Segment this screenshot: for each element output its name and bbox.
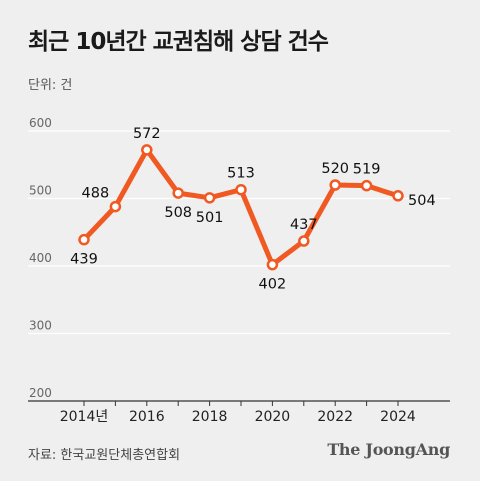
data-labels: 439 488 572 508 501 513 402 437 520 519 504 bbox=[70, 126, 436, 293]
data-label: 520 bbox=[321, 161, 349, 177]
x-axis bbox=[28, 400, 450, 406]
brand-logo: The JoongAng bbox=[327, 440, 450, 459]
data-point bbox=[235, 183, 247, 196]
x-tick-label: 2022 bbox=[317, 409, 353, 425]
data-label: 513 bbox=[227, 166, 255, 182]
data-point bbox=[266, 258, 279, 271]
x-tick-label: 2024 bbox=[380, 409, 416, 425]
data-point bbox=[78, 233, 90, 246]
data-label: 504 bbox=[408, 193, 436, 209]
chart-title: 최근 10년간 교권침해 상담 건수 bbox=[28, 29, 329, 55]
data-point bbox=[203, 192, 216, 204]
data-point bbox=[360, 179, 373, 192]
y-tick-label: 600 bbox=[29, 116, 52, 130]
data-point bbox=[109, 200, 122, 213]
grid-lines bbox=[28, 130, 450, 335]
data-label: 519 bbox=[353, 162, 381, 178]
unit-label: 단위: 건 bbox=[28, 78, 73, 93]
data-point bbox=[141, 144, 153, 156]
x-tick-label: 2020 bbox=[255, 409, 291, 425]
data-label: 402 bbox=[259, 277, 287, 293]
y-tick-label: 400 bbox=[29, 251, 52, 265]
y-tick-labels: 600 500 400 300 200 bbox=[29, 116, 52, 400]
data-label: 501 bbox=[196, 210, 224, 226]
y-tick-label: 300 bbox=[29, 319, 52, 333]
data-point bbox=[172, 187, 184, 199]
x-tick-label: 2014년 bbox=[60, 409, 109, 425]
data-point bbox=[392, 190, 404, 202]
source-note: 자료: 한국교원단체총연합회 bbox=[28, 448, 181, 463]
y-tick-label: 200 bbox=[29, 386, 52, 400]
data-label: 488 bbox=[82, 186, 110, 202]
y-tick-label: 500 bbox=[29, 184, 52, 198]
data-label: 508 bbox=[164, 205, 192, 221]
x-tick-label: 2016 bbox=[129, 409, 165, 425]
data-label: 572 bbox=[133, 126, 161, 142]
data-label: 439 bbox=[70, 252, 98, 268]
data-points bbox=[78, 144, 404, 271]
data-point bbox=[329, 179, 341, 191]
data-point bbox=[298, 235, 310, 247]
data-label: 437 bbox=[290, 217, 318, 233]
x-tick-labels: 2014년 2016 2018 2020 2022 2024 bbox=[60, 409, 416, 425]
x-tick-label: 2018 bbox=[192, 409, 228, 425]
